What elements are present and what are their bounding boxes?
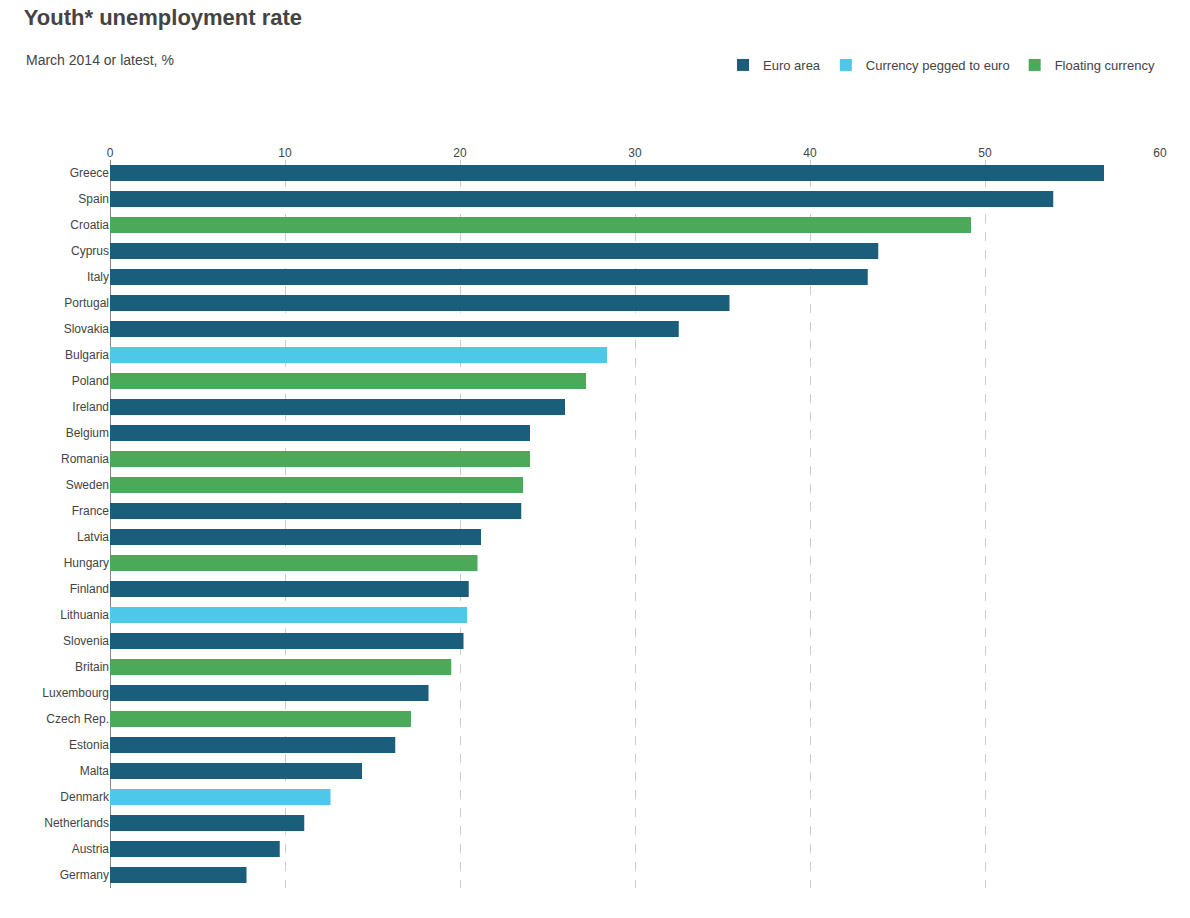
svg-text:Currency pegged to euro: Currency pegged to euro xyxy=(866,58,1010,73)
svg-text:Latvia: Latvia xyxy=(77,530,109,544)
svg-text:20: 20 xyxy=(453,146,467,160)
svg-text:Austria: Austria xyxy=(72,842,110,856)
svg-text:Spain: Spain xyxy=(78,192,109,206)
svg-text:Portugal: Portugal xyxy=(64,296,109,310)
svg-text:Germany: Germany xyxy=(60,868,109,882)
svg-text:50: 50 xyxy=(978,146,992,160)
svg-text:Slovakia: Slovakia xyxy=(64,322,110,336)
svg-text:Floating currency: Floating currency xyxy=(1055,58,1155,73)
svg-text:60: 60 xyxy=(1153,146,1167,160)
svg-text:Youth* unemployment rate: Youth* unemployment rate xyxy=(24,5,302,30)
svg-text:Sweden: Sweden xyxy=(66,478,109,492)
svg-text:France: France xyxy=(72,504,110,518)
svg-text:Netherlands: Netherlands xyxy=(44,816,109,830)
svg-text:Euro area: Euro area xyxy=(763,58,821,73)
svg-text:Malta: Malta xyxy=(80,764,110,778)
svg-text:40: 40 xyxy=(803,146,817,160)
svg-text:Estonia: Estonia xyxy=(69,738,109,752)
svg-text:Poland: Poland xyxy=(72,374,109,388)
svg-text:Hungary: Hungary xyxy=(64,556,109,570)
svg-text:Belgium: Belgium xyxy=(66,426,109,440)
svg-text:30: 30 xyxy=(628,146,642,160)
svg-text:Croatia: Croatia xyxy=(70,218,109,232)
svg-text:Lithuania: Lithuania xyxy=(60,608,109,622)
svg-text:Finland: Finland xyxy=(70,582,109,596)
svg-text:Greece: Greece xyxy=(70,166,110,180)
svg-text:Czech Rep.: Czech Rep. xyxy=(46,712,109,726)
svg-text:March 2014 or latest, %: March 2014 or latest, % xyxy=(26,52,174,68)
svg-text:10: 10 xyxy=(278,146,292,160)
svg-text:Slovenia: Slovenia xyxy=(63,634,109,648)
svg-text:Cyprus: Cyprus xyxy=(71,244,109,258)
svg-text:Romania: Romania xyxy=(61,452,109,466)
svg-text:Ireland: Ireland xyxy=(72,400,109,414)
svg-text:Luxembourg: Luxembourg xyxy=(42,686,109,700)
svg-text:Denmark: Denmark xyxy=(60,790,110,804)
svg-text:0: 0 xyxy=(107,146,114,160)
svg-text:Italy: Italy xyxy=(87,270,109,284)
svg-text:Bulgaria: Bulgaria xyxy=(65,348,109,362)
svg-text:Britain: Britain xyxy=(75,660,109,674)
